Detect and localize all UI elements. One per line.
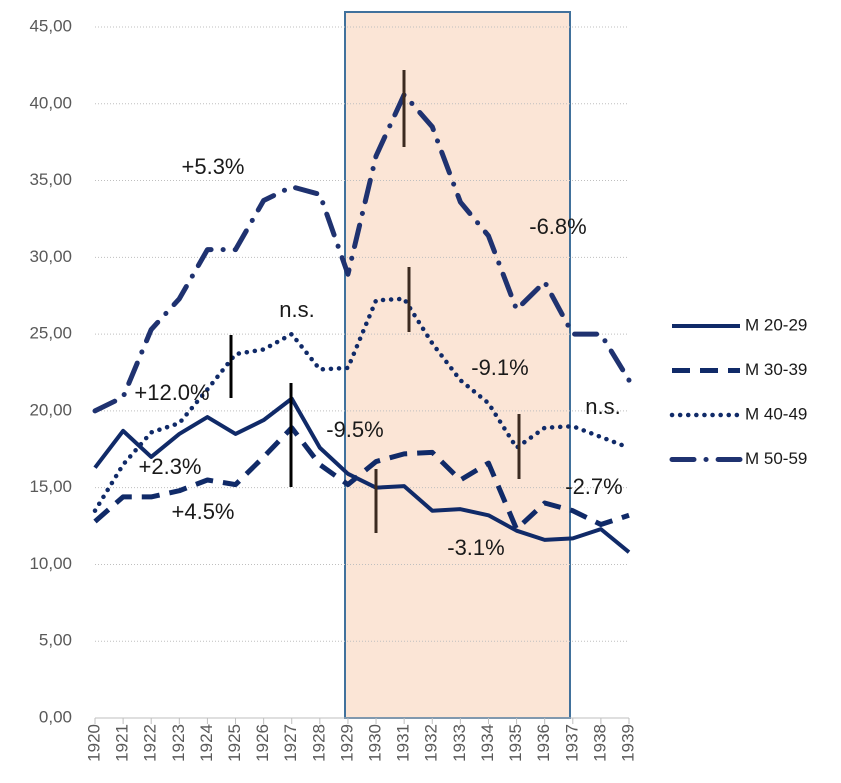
x-tick-label: 1924 <box>197 724 216 762</box>
annotation: +4.5% <box>172 499 235 524</box>
y-tick-label: 35,00 <box>29 170 72 189</box>
series-line <box>93 425 630 532</box>
annotation: -6.8% <box>529 214 586 239</box>
x-tick-label: 1935 <box>506 724 525 762</box>
annotation: +5.3% <box>182 154 245 179</box>
annotation: -2.7% <box>565 474 622 499</box>
y-tick-label: 20,00 <box>29 400 72 419</box>
x-tick-label: 1928 <box>309 724 328 762</box>
y-tick-label: 15,00 <box>29 477 72 496</box>
annotations: +5.3% n.s. +12.0% +2.3% +4.5% -9.5% -6.8… <box>134 154 622 560</box>
legend-label: M 50-59 <box>745 449 807 468</box>
x-tick-label: 1921 <box>113 724 132 762</box>
x-tick-label: 1931 <box>394 724 413 762</box>
series-line <box>93 396 631 554</box>
grid <box>94 26 630 724</box>
x-tick-label: 1932 <box>422 724 441 762</box>
lines <box>92 92 632 554</box>
y-tick-label: 0,00 <box>39 707 72 726</box>
x-tick-label: 1922 <box>141 724 160 762</box>
markers <box>229 70 521 533</box>
annotation: -9.5% <box>326 417 383 442</box>
annotation: -3.1% <box>447 535 504 560</box>
x-tick-label: 1930 <box>366 724 385 762</box>
y-tick-label: 45,00 <box>29 16 72 35</box>
legend-label: M 40-49 <box>745 404 807 423</box>
x-tick-label: 1939 <box>618 724 637 762</box>
x-tick-label: 1934 <box>478 724 497 762</box>
x-tick-label: 1926 <box>253 724 272 762</box>
y-tick-label: 5,00 <box>39 631 72 650</box>
y-tick-label: 30,00 <box>29 247 72 266</box>
x-tick-label: 1923 <box>169 724 188 762</box>
legend-label: M 20-29 <box>745 315 807 334</box>
highlight-period <box>344 11 571 719</box>
x-tick-label: 1933 <box>450 724 469 762</box>
x-tick-label: 1925 <box>225 724 244 762</box>
x-tick-label: 1937 <box>562 724 581 762</box>
x-tick-label: 1920 <box>84 724 103 762</box>
annotation: n.s. <box>279 297 314 322</box>
y-tick-label: 25,00 <box>29 324 72 343</box>
annotation: +12.0% <box>134 380 209 405</box>
series-line <box>92 92 632 414</box>
y-tick-label: 10,00 <box>29 554 72 573</box>
x-tick-label: 1929 <box>337 724 356 762</box>
annotation: +2.3% <box>139 454 202 479</box>
annotation: n.s. <box>585 394 620 419</box>
legend-label: M 30-39 <box>745 360 807 379</box>
y-tick-label: 40,00 <box>29 93 72 112</box>
annotation: -9.1% <box>471 355 528 380</box>
x-tick-label: 1927 <box>281 724 300 762</box>
x-tick-label: 1938 <box>590 724 609 762</box>
x-tick-label: 1936 <box>534 724 553 762</box>
